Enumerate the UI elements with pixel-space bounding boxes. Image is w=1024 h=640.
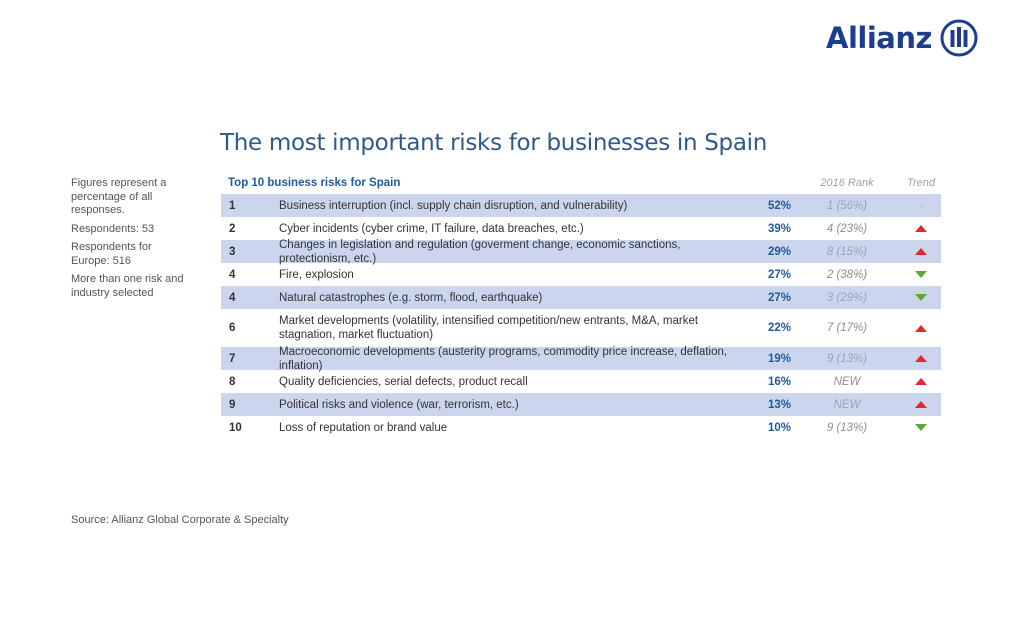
percent-cell: 39% xyxy=(767,222,791,235)
notes-panel: Figures represent a percentage of all re… xyxy=(71,177,191,305)
logo-wordmark: Allianz xyxy=(826,21,932,55)
trend-up-icon xyxy=(915,355,927,362)
trend-up-icon xyxy=(915,401,927,408)
page-title: The most important risks for businesses … xyxy=(220,130,768,156)
risk-cell: Cyber incidents (cyber crime, IT failure… xyxy=(279,222,584,235)
note-figures: Figures represent a percentage of all re… xyxy=(71,177,167,216)
risk-cell: Natural catastrophes (e.g. storm, flood,… xyxy=(279,291,543,304)
rank-cell: 4 xyxy=(229,291,236,304)
risk-cell: Quality deficiencies, serial defects, pr… xyxy=(279,375,528,388)
rank-cell: 2 xyxy=(229,222,236,235)
table-row: 10 Loss of reputation or brand value 10% 9 … xyxy=(221,416,941,439)
trend-none-icon: - xyxy=(919,199,923,212)
rank-2016-cell: 2 (38%) xyxy=(826,268,868,281)
risk-cell: Loss of reputation or brand value xyxy=(279,421,448,434)
percent-cell: 52% xyxy=(767,199,791,212)
trend-cell: - xyxy=(893,200,941,212)
table-row: 7 Macroeconomic developments (austerity p… xyxy=(221,345,941,372)
rank-2016-header: 2016 Rank xyxy=(820,177,874,189)
table-row: 9 Political risks and violence (war, terr… xyxy=(221,393,941,416)
trend-up-icon xyxy=(915,378,927,385)
trend-cell xyxy=(893,225,941,232)
allianz-logo: Allianz xyxy=(826,18,978,58)
source-note: Source: Allianz Global Corporate & Speci… xyxy=(71,514,289,526)
table-row: 6 Market developments (volatility, intens… xyxy=(221,309,941,347)
risk-cell: Macroeconomic developments (austerity pr… xyxy=(279,345,728,372)
percent-cell: 27% xyxy=(767,268,791,281)
table-header: Top 10 business risks for Spain 2016 Ran… xyxy=(221,172,941,194)
table-caption: Top 10 business risks for Spain xyxy=(228,177,401,189)
percent-cell: 10% xyxy=(767,421,791,434)
trend-cell xyxy=(893,294,941,301)
rank-2016-cell: 3 (29%) xyxy=(826,291,868,304)
trend-down-icon xyxy=(915,271,927,278)
rank-cell: 9 xyxy=(229,398,236,411)
rank-2016-cell: NEW xyxy=(833,398,861,411)
table-row: 1 Business interruption (incl. supply cha… xyxy=(221,194,941,217)
rank-cell: 4 xyxy=(229,268,236,281)
trend-cell xyxy=(893,324,941,332)
allianz-eagle-icon xyxy=(940,19,978,57)
note-selection: More than one risk and industry selected xyxy=(71,273,184,299)
rank-cell: 6 xyxy=(229,322,236,334)
trend-header: Trend xyxy=(907,177,935,189)
trend-up-icon xyxy=(915,225,927,232)
trend-cell xyxy=(893,355,941,362)
rank-2016-cell: 8 (15%) xyxy=(826,245,868,258)
percent-cell: 19% xyxy=(767,352,791,365)
table-row: 4 Fire, explosion 27% 2 (38%) xyxy=(221,263,941,286)
percent-cell: 29% xyxy=(767,245,791,258)
rank-cell: 7 xyxy=(229,352,236,365)
rank-2016-cell: 9 (13%) xyxy=(826,421,868,434)
rank-2016-cell: 4 (23%) xyxy=(826,222,868,235)
rank-2016-cell: 7 (17%) xyxy=(826,322,868,334)
table-row: 4 Natural catastrophes (e.g. storm, flood… xyxy=(221,286,941,309)
trend-cell xyxy=(893,271,941,278)
table-body: 1 Business interruption (incl. supply cha… xyxy=(221,194,941,439)
rank-cell: 3 xyxy=(229,245,236,258)
trend-cell xyxy=(893,248,941,255)
trend-up-icon xyxy=(915,248,927,255)
trend-up-icon xyxy=(915,324,927,332)
rank-cell: 1 xyxy=(229,199,236,212)
risk-cell: Business interruption (incl. supply chai… xyxy=(279,199,628,212)
risk-cell: Fire, explosion xyxy=(279,268,354,281)
table-row: 8 Quality deficiencies, serial defects, p… xyxy=(221,370,941,393)
risk-cell: Changes in legislation and regulation (g… xyxy=(279,238,681,265)
trend-cell xyxy=(893,401,941,408)
rank-cell: 8 xyxy=(229,375,236,388)
rank-cell: 10 xyxy=(229,421,242,434)
table-row: 2 Cyber incidents (cyber crime, IT failur… xyxy=(221,217,941,240)
rank-2016-cell: 9 (13%) xyxy=(826,352,868,365)
trend-cell xyxy=(893,424,941,431)
risk-cell: Market developments (volatility, intensi… xyxy=(279,315,699,341)
trend-down-icon xyxy=(915,294,927,301)
rank-2016-cell: NEW xyxy=(833,375,861,388)
percent-cell: 22% xyxy=(767,322,791,334)
percent-cell: 13% xyxy=(767,398,791,411)
percent-cell: 16% xyxy=(767,375,791,388)
trend-cell xyxy=(893,378,941,385)
risk-table: Top 10 business risks for Spain 2016 Ran… xyxy=(221,172,941,439)
trend-down-icon xyxy=(915,424,927,431)
risk-cell: Political risks and violence (war, terro… xyxy=(279,398,519,411)
note-respondents-europe: Respondents for Europe: 516 xyxy=(71,241,152,267)
table-row: 3 Changes in legislation and regulation (… xyxy=(221,238,941,265)
note-respondents: Respondents: 53 xyxy=(71,222,155,235)
rank-2016-cell: 1 (56%) xyxy=(826,199,868,212)
percent-cell: 27% xyxy=(767,291,791,304)
